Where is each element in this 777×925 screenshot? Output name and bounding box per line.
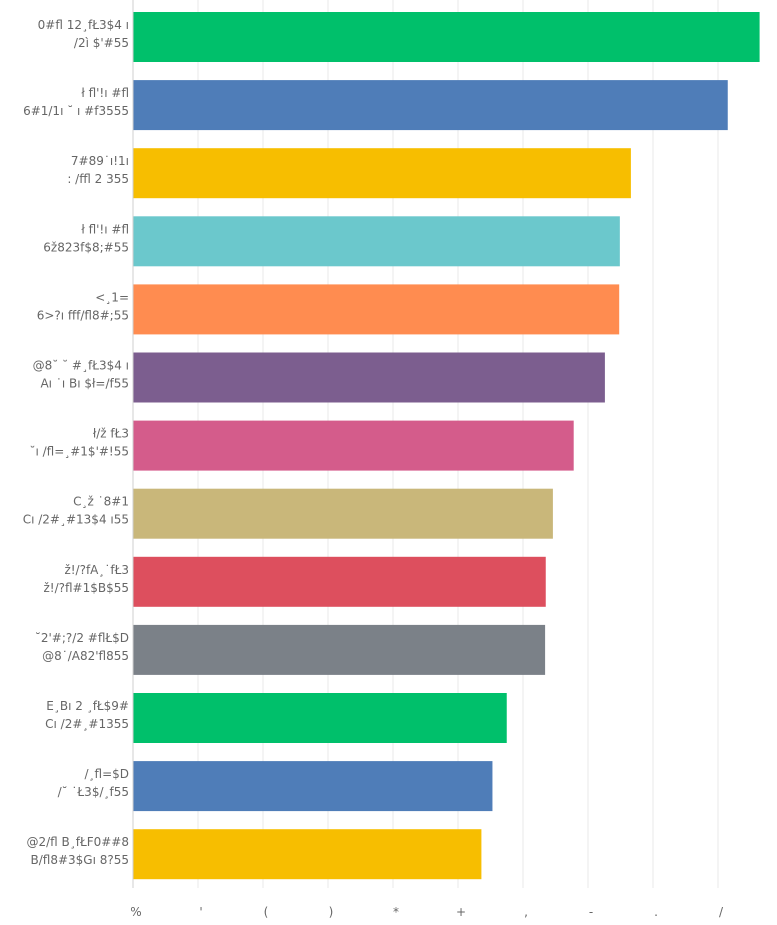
x-tick-label: / xyxy=(719,905,724,919)
category-label: 7#89˙ı!1ı : /ffl 2 355 xyxy=(67,154,129,186)
bar xyxy=(133,216,620,267)
x-tick-labels-layer: %'()*+,-./'% xyxy=(130,905,724,919)
x-tick-label: ( xyxy=(264,905,269,919)
category-label-line-1: @2/fl B¸fŁF0##8 xyxy=(26,835,129,849)
category-label-line-2: /2ì $'#55 xyxy=(74,36,129,50)
category-label-line-2: Cı /2#¸#13$4 ı55 xyxy=(23,513,129,527)
bar xyxy=(133,556,546,607)
category-label: <¸1= 6>?ı fff/fl8#;55 xyxy=(37,290,129,322)
x-tick-label: , xyxy=(524,905,528,919)
category-label-line-2: /˘ ˙Ł3$/¸f55 xyxy=(58,785,129,799)
category-label-line-1: E¸Bı 2 ¸fŁ$9# xyxy=(46,699,129,713)
category-label: ł fl'!ı #fl 6#1/1ı ˘ ı #f3555 xyxy=(23,86,129,118)
category-label-line-2: ˘ı /fl=¸#1$'#!55 xyxy=(29,445,129,459)
x-tick-label: % xyxy=(130,905,141,919)
category-label-line-2: 6>?ı fff/fl8#;55 xyxy=(37,308,129,322)
category-label-line-2: 6#1/1ı ˘ ı #f3555 xyxy=(23,104,129,118)
category-label-line-2: ž!/?fl#1$B$55 xyxy=(43,581,129,595)
bar xyxy=(133,761,493,812)
category-label: ˘2'#;?/2 #flŁ$D @8˙/A82'fl855 xyxy=(35,631,129,663)
category-label: 0#fl 12¸fŁ3$4 ı/2ì $'#55 xyxy=(38,18,129,50)
category-label-line-1: /¸fl=$D xyxy=(84,767,129,781)
category-label-line-2: Aı ˙ı Bı $ł=/f55 xyxy=(40,377,129,391)
category-label-line-1: 7#89˙ı!1ı xyxy=(71,154,129,168)
category-label: /¸fl=$D /˘ ˙Ł3$/¸f55 xyxy=(58,767,129,799)
bar xyxy=(133,829,482,880)
category-label: ł fl'!ı #fl 6ž823f$8;#55 xyxy=(43,222,129,254)
category-label: C¸ž ˙8#1 Cı /2#¸#13$4 ı55 xyxy=(23,495,129,527)
bar xyxy=(133,624,546,675)
category-label: @8˘ ˘ #¸fŁ3$4 ı Aı ˙ı Bı $ł=/f55 xyxy=(33,359,129,391)
bar xyxy=(133,352,605,403)
category-label-line-1: C¸ž ˙8#1 xyxy=(73,495,129,509)
category-label-line-1: ž!/?fA¸˙fŁ3 xyxy=(64,563,129,577)
x-tick-label: * xyxy=(393,905,399,919)
bar xyxy=(133,12,760,62)
x-tick-label: + xyxy=(456,905,466,919)
category-label: E¸Bı 2 ¸fŁ$9# Cı /2#¸#1355 xyxy=(45,699,129,731)
category-labels-layer: 0#fl 12¸fŁ3$4 ı/2ì $'#55 ł fl'!ı #fl 6#1/1… xyxy=(23,18,129,867)
bar xyxy=(133,488,553,539)
category-label-line-1: 0#fl 12¸fŁ3$4 ı xyxy=(38,18,129,32)
x-tick-label: ' xyxy=(199,905,202,919)
x-tick-label: . xyxy=(654,905,658,919)
bar xyxy=(133,420,574,471)
category-label-line-1: @8˘ ˘ #¸fŁ3$4 ı xyxy=(33,359,129,373)
category-label-line-1: ł/ž fŁ3 xyxy=(93,427,129,441)
bar xyxy=(133,284,620,335)
category-label-line-2: B/fl8#3$Gı 8?55 xyxy=(30,853,129,867)
bars-layer xyxy=(133,12,760,880)
category-label-line-2: : /ffl 2 355 xyxy=(67,172,129,186)
bar xyxy=(133,80,728,131)
category-label: ž!/?fA¸˙fŁ3 ž!/?fl#1$B$55 xyxy=(43,563,129,595)
category-label-line-1: ˘2'#;?/2 #flŁ$D xyxy=(35,631,129,645)
bar xyxy=(133,148,631,199)
category-label-line-1: ł fl'!ı #fl xyxy=(81,222,129,236)
category-label-line-2: 6ž823f$8;#55 xyxy=(43,240,129,254)
category-label: ł/ž fŁ3 ˘ı /fl=¸#1$'#!55 xyxy=(29,427,129,459)
category-label-line-1: <¸1= xyxy=(95,290,129,304)
x-tick-label: ) xyxy=(329,905,334,919)
category-label-line-2: @8˙/A82'fl855 xyxy=(42,649,129,663)
category-label-line-1: ł fl'!ı #fl xyxy=(81,86,129,100)
bar xyxy=(133,693,507,743)
category-label: @2/fl B¸fŁF0##8 B/fl8#3$Gı 8?55 xyxy=(26,835,129,867)
x-tick-label: - xyxy=(589,905,593,919)
category-label-line-2: Cı /2#¸#1355 xyxy=(45,717,129,731)
